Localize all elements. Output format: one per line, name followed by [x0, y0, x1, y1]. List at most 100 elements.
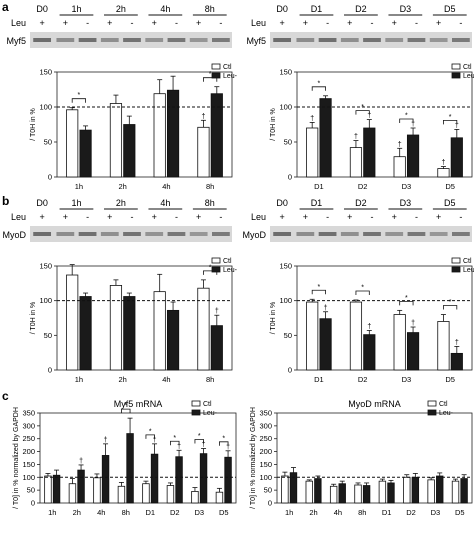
bar-ctl — [153, 93, 166, 178]
blot-band — [78, 232, 97, 236]
lane-sign: + — [152, 18, 157, 28]
bar-leu — [224, 456, 232, 504]
bar-ctl — [66, 109, 79, 178]
legend-label-ctl: Ctl — [223, 258, 232, 265]
blot-band — [167, 232, 186, 236]
significance-star: * — [78, 92, 81, 99]
lane-sign: + — [392, 212, 397, 222]
western-blots: D0 1h 2h 4h 8h Leu + + - + - + - + - Myf5 D0 D1 D2 D3 D5 Leu +… — [2, 4, 472, 242]
y-tick-label: 250 — [22, 434, 35, 443]
y-tick-label: 150 — [259, 460, 272, 469]
dagger-marker: † — [411, 320, 415, 327]
x-tick-label: D3 — [194, 508, 204, 517]
significance-bracket — [311, 289, 326, 295]
blot-band — [429, 232, 448, 236]
dagger-marker: † — [411, 121, 415, 128]
y-tick-label: 150 — [39, 262, 52, 271]
plot-frame — [56, 71, 233, 178]
blot-group-label: D3 — [400, 198, 412, 208]
legend-swatch-leu — [451, 266, 461, 273]
lane-sign: - — [371, 18, 374, 28]
bar-ctl — [437, 168, 450, 178]
bar-leu — [79, 129, 92, 178]
bar-leu — [166, 309, 180, 371]
plot-frame — [56, 265, 233, 371]
significance-star: * — [124, 403, 127, 410]
y-tick-label: 150 — [22, 460, 35, 469]
dagger-marker: † — [398, 141, 402, 148]
y-tick-label: 300 — [22, 421, 35, 430]
legend-swatch-ctl — [211, 257, 221, 264]
legend-swatch-ctl — [191, 400, 201, 407]
legend-label-leu: Leu- — [463, 73, 474, 80]
y-tick-label: 250 — [259, 434, 272, 443]
lane-sign: - — [326, 18, 329, 28]
y-tick-label: 150 — [279, 262, 292, 271]
blot-band — [212, 38, 230, 42]
leu-row-label: Leu — [251, 18, 266, 28]
plot-frame — [296, 265, 473, 371]
lane-sign: - — [131, 212, 134, 222]
blot-band — [296, 38, 315, 42]
lane-sign: + — [196, 212, 201, 222]
lane-sign: + — [152, 212, 157, 222]
y-tick-label: 0 — [268, 499, 272, 508]
blot-band — [407, 232, 426, 236]
panel-label-c: c — [2, 389, 9, 403]
blot-band — [212, 232, 230, 236]
significance-star: * — [209, 71, 212, 78]
blot-group-label: D2 — [355, 4, 367, 14]
bar-ctl — [451, 480, 460, 504]
y-tick-label: 50 — [44, 331, 52, 340]
bar-leu — [338, 483, 346, 504]
blot-group-label: D5 — [444, 4, 456, 14]
legend-label-leu: Leu- — [223, 73, 238, 80]
bar-ctl — [306, 301, 319, 371]
chart-a_left: 0 50 100 150 / T0H in % 1h * 2h 4h 8h † * Ctl Leu- — [30, 63, 238, 191]
y-tick-label: 150 — [279, 68, 292, 77]
lane-sign: - — [219, 212, 222, 222]
blot-band — [452, 232, 470, 236]
x-tick-label: 8h — [358, 508, 366, 517]
dagger-marker: † — [455, 122, 459, 129]
blot-band — [56, 38, 75, 42]
dagger-marker: † — [104, 437, 108, 444]
lane-sign: - — [459, 212, 462, 222]
bar-ctl — [349, 147, 363, 178]
bar-ctl — [191, 491, 199, 504]
legend-swatch-ctl — [427, 400, 437, 407]
blot-band — [318, 38, 337, 42]
y-tick-label: 0 — [288, 173, 292, 182]
legend-label-leu: Leu- — [223, 267, 238, 274]
bar-leu — [314, 478, 322, 504]
bar-ctl — [437, 321, 450, 371]
blot-group-label: 2h — [116, 198, 126, 208]
legend-label-ctl: Ctl — [203, 401, 212, 408]
bar-ctl — [393, 156, 406, 178]
lane-sign: + — [436, 212, 441, 222]
y-tick-label: 50 — [284, 331, 292, 340]
chart-title: MyoD mRNA — [348, 399, 401, 409]
lane-sign: + — [279, 212, 284, 222]
x-tick-label: D5 — [219, 508, 229, 517]
lane-sign: + — [392, 18, 397, 28]
panel-label-b: b — [2, 194, 9, 208]
blot-band — [385, 232, 404, 236]
blot-group-label: D1 — [311, 198, 323, 208]
x-tick-label: D1 — [314, 182, 324, 191]
blot-band — [33, 232, 52, 236]
x-tick-label: 1h — [48, 508, 56, 517]
y-tick-label: 100 — [279, 296, 292, 305]
protein-label: Myf5 — [6, 36, 26, 46]
x-tick-label: D5 — [445, 182, 455, 191]
bar-ctl — [329, 485, 338, 504]
significance-star: * — [209, 264, 212, 271]
lane-sign: + — [436, 18, 441, 28]
y-tick-label: 0 — [48, 366, 52, 375]
legend-label-ctl: Ctl — [223, 64, 232, 71]
bar-leu — [210, 93, 223, 178]
y-tick-label: 100 — [39, 296, 52, 305]
bar-leu — [436, 475, 444, 504]
blot-band — [145, 232, 164, 236]
